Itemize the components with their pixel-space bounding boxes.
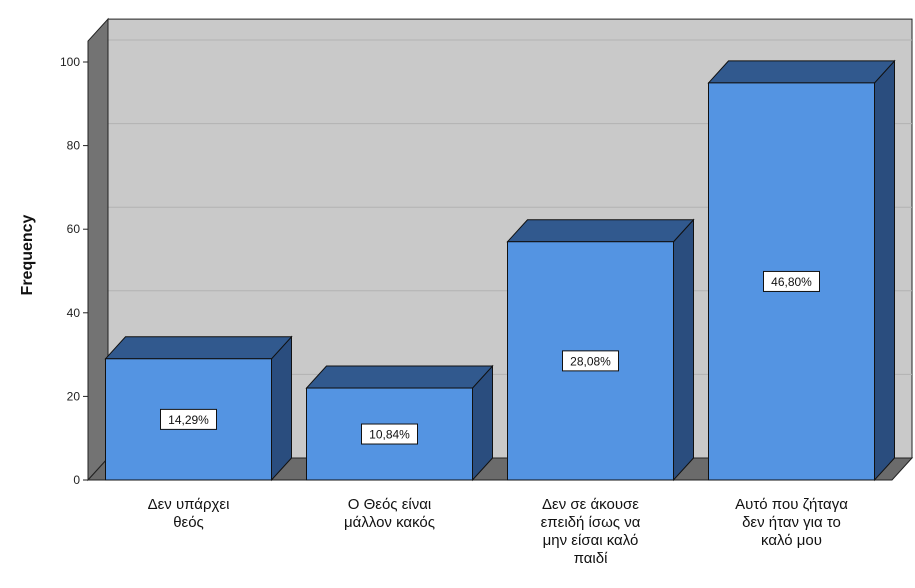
y-tick-label: 0 (73, 473, 80, 487)
data-label-box (361, 423, 418, 445)
bar-side (271, 335, 292, 482)
bar-top (506, 219, 695, 243)
bar-top (707, 60, 896, 84)
y-axis-title: Frequency (19, 214, 36, 295)
y-tick-label: 60 (67, 222, 81, 236)
bar-top (104, 336, 293, 360)
data-label-text: 14,29% (168, 413, 209, 427)
x-tick-label: Δεν σε άκουσε επειδή ίσως να μην είσαι καλ… (541, 496, 641, 567)
data-label-text: 28,08% (570, 354, 611, 368)
y-tick-label: 80 (67, 139, 81, 153)
x-tick-label: Αυτό που ζήταγα δεν ήταν για το καλό μου (735, 496, 848, 549)
x-tick-label: Δεν υπάρχει θεός (148, 496, 230, 531)
bar-side (874, 59, 895, 482)
y-tick-label: 100 (60, 55, 80, 69)
data-label: 10,84% (361, 423, 418, 445)
data-label-box (763, 270, 820, 292)
bar (305, 364, 494, 482)
bar (707, 59, 896, 482)
data-label-box (160, 408, 217, 430)
y-tick-label: 40 (67, 306, 81, 320)
data-label: 14,29% (160, 408, 217, 430)
data-label: 46,80% (763, 270, 820, 292)
data-label-box (562, 350, 619, 372)
x-tick-label: Ο Θεός είναι μάλλον κακός (344, 496, 435, 531)
bar-side (673, 218, 694, 482)
data-label: 28,08% (562, 350, 619, 372)
y-tick-label: 20 (67, 389, 81, 403)
data-label-text: 10,84% (369, 428, 410, 442)
bar (506, 218, 695, 482)
bar (104, 335, 293, 482)
data-label-text: 46,80% (771, 275, 812, 289)
bar-top (305, 365, 494, 389)
